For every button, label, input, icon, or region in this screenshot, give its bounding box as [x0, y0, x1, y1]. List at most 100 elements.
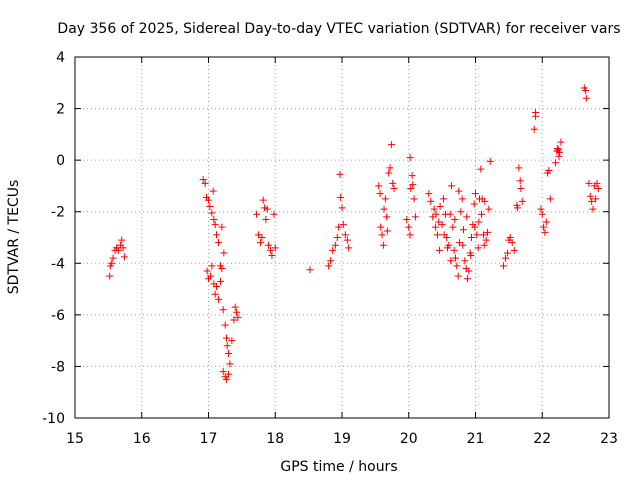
data-point: [207, 272, 215, 280]
x-tick-label: 21: [467, 431, 485, 447]
data-point: [376, 190, 384, 198]
data-point: [457, 208, 465, 216]
data-point: [477, 165, 485, 173]
data-point: [210, 215, 218, 223]
data-point: [432, 210, 440, 218]
data-point: [463, 275, 471, 283]
data-point: [383, 213, 391, 221]
data-point: [433, 231, 441, 239]
x-tick-label: 20: [400, 431, 418, 447]
data-point: [453, 262, 461, 270]
data-point: [478, 210, 486, 218]
data-point: [233, 308, 241, 316]
data-point: [336, 170, 344, 178]
data-point: [594, 185, 602, 193]
data-point: [218, 223, 226, 231]
data-point: [435, 246, 443, 254]
data-point: [439, 195, 447, 203]
y-tick-label: 0: [56, 153, 65, 169]
data-point: [262, 215, 270, 223]
data-point: [106, 272, 114, 280]
y-tick-label: -10: [42, 411, 65, 427]
data-point: [510, 246, 518, 254]
data-point: [504, 249, 512, 257]
x-axis-label: GPS time / hours: [280, 459, 397, 475]
data-point: [436, 203, 444, 211]
data-point: [438, 221, 446, 229]
data-point: [485, 205, 493, 213]
data-point: [219, 368, 227, 376]
chart-title: Day 356 of 2025, Sidereal Day-to-day VTE…: [57, 21, 620, 37]
data-point: [265, 241, 273, 249]
data-point: [206, 203, 214, 211]
data-point: [259, 196, 267, 204]
data-point: [408, 172, 416, 180]
data-point: [406, 231, 414, 239]
data-point: [338, 204, 346, 212]
data-point: [213, 231, 221, 239]
data-point: [508, 239, 516, 247]
x-tick-label: 15: [66, 431, 84, 447]
data-point: [219, 306, 227, 314]
data-point: [231, 303, 239, 311]
data-point: [386, 164, 394, 172]
data-point: [582, 87, 590, 95]
data-point: [228, 337, 236, 345]
x-tick-labels: 15 16 17 18 19 20 21 22 23: [66, 431, 618, 447]
data-point: [588, 197, 596, 205]
data-point: [465, 267, 473, 275]
grid: [75, 57, 609, 418]
data-point: [199, 175, 207, 183]
data-point: [554, 145, 562, 153]
data-point: [427, 197, 435, 205]
x-tick-label: 17: [200, 431, 218, 447]
data-point: [481, 197, 489, 205]
x-tick-label: 22: [533, 431, 551, 447]
data-point: [473, 231, 481, 239]
data-point: [592, 195, 600, 203]
x-tick-label: 16: [133, 431, 151, 447]
data-point: [381, 195, 389, 203]
data-point: [223, 342, 231, 350]
data-point: [208, 209, 216, 217]
data-point: [271, 244, 279, 252]
data-point: [537, 205, 545, 213]
data-point: [268, 252, 276, 260]
data-point: [217, 262, 225, 270]
data-point: [538, 210, 546, 218]
data-point: [557, 138, 565, 146]
data-point: [209, 187, 217, 195]
data-point: [593, 179, 601, 187]
data-point: [205, 196, 212, 204]
data-point: [425, 190, 433, 198]
data-point: [410, 195, 418, 203]
data-point: [589, 205, 597, 213]
data-point: [120, 253, 128, 261]
data-point: [223, 334, 231, 342]
data-point: [119, 244, 127, 252]
data-point: [325, 262, 333, 270]
data-point: [440, 231, 448, 239]
data-point: [267, 246, 275, 254]
data-point: [502, 254, 510, 262]
data-point: [375, 182, 383, 190]
data-point: [470, 200, 478, 208]
data-point: [475, 218, 483, 226]
data-point: [114, 246, 122, 254]
data-point: [221, 321, 229, 329]
data-point: [335, 223, 343, 231]
data-point: [500, 262, 508, 270]
data-point: [409, 181, 417, 189]
data-point: [389, 179, 397, 187]
plot-frame: [74, 56, 610, 419]
y-tick-label: -4: [51, 256, 65, 272]
data-point: [472, 190, 479, 198]
data-point: [463, 213, 471, 221]
data-point: [484, 228, 492, 236]
data-point: [263, 205, 271, 213]
data-point: [215, 239, 223, 247]
data-point: [230, 316, 238, 324]
data-point: [447, 257, 455, 265]
data-point: [337, 194, 345, 202]
y-tick-labels: -10 -8 -6 -4 -2 0 2 4: [42, 50, 65, 427]
